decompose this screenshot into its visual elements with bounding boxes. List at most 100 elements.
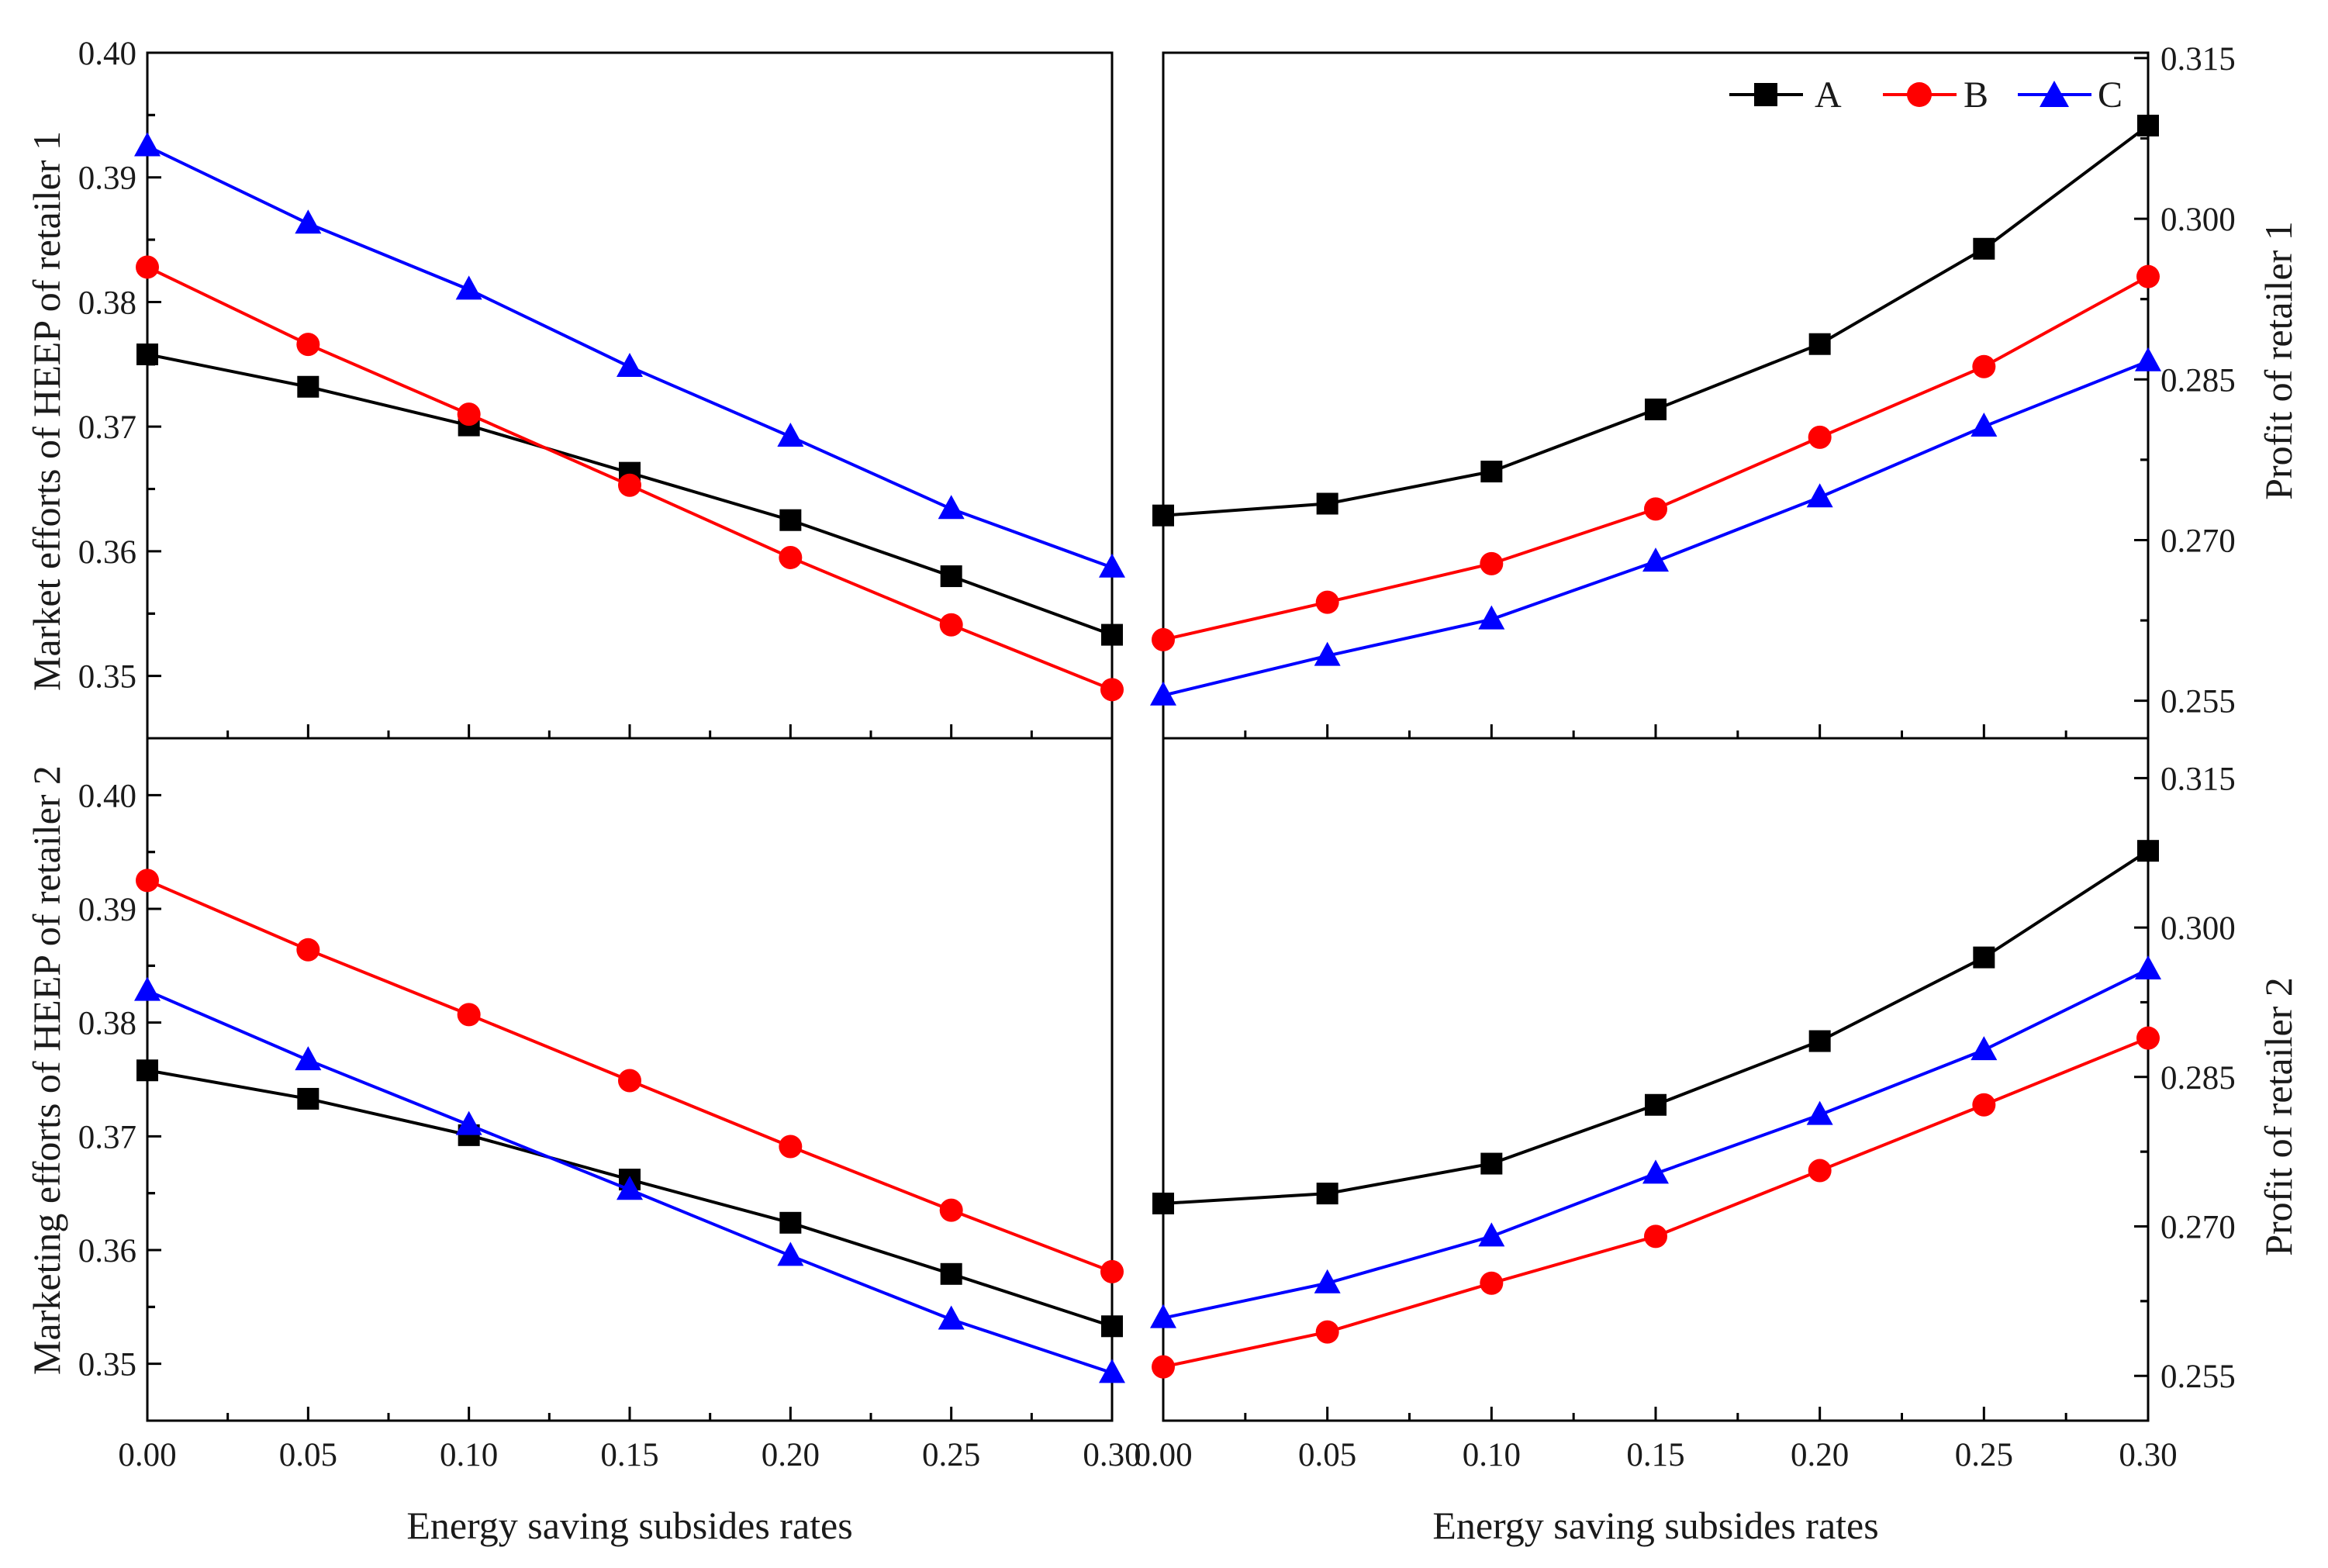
series-c-bl xyxy=(134,976,1125,1383)
data-point-b-br xyxy=(1644,1224,1667,1249)
data-point-c-tl xyxy=(1099,553,1125,578)
series-b-tr xyxy=(1152,264,2160,651)
data-point-a-br xyxy=(1316,1183,1338,1205)
x-tick-label-br: 0.15 xyxy=(1626,1437,1684,1473)
data-point-c-tr xyxy=(1806,483,1833,508)
x-axis-title-bl: Energy saving subsides rates xyxy=(406,1504,852,1547)
series-b-br xyxy=(1152,1026,2160,1379)
data-point-b-tr xyxy=(1808,425,1832,449)
y-axis-title-bl: Marketing efforts of HEEP of retailer 2 xyxy=(25,765,68,1375)
y-tick-label-tr: 0.285 xyxy=(2160,362,2236,399)
data-point-c-tr xyxy=(2135,347,2161,371)
legend-label-b: B xyxy=(1964,74,1988,116)
series-b-tl xyxy=(136,255,1124,702)
y-tick-label-bl: 0.35 xyxy=(78,1347,136,1383)
x-tick-label-br: 0.05 xyxy=(1298,1437,1356,1473)
data-point-b-tr xyxy=(1972,354,1996,378)
data-point-c-bl xyxy=(617,1176,643,1200)
data-point-b-tr xyxy=(1315,590,1339,614)
data-point-b-br xyxy=(1152,1355,1175,1379)
data-point-a-tr xyxy=(1480,461,1503,483)
y-axis-title-tr: Profit of retailer 1 xyxy=(2257,221,2300,500)
data-point-a-tl xyxy=(940,565,962,588)
x-tick-label-bl: 0.05 xyxy=(279,1437,337,1473)
data-point-c-br xyxy=(1971,1036,1998,1061)
legend-label-c: C xyxy=(2098,74,2122,116)
data-point-c-br xyxy=(1478,1222,1505,1247)
data-point-c-bl xyxy=(134,976,161,1001)
x-tick-label-br: 0.25 xyxy=(1955,1437,2013,1473)
data-point-b-tr xyxy=(1644,497,1667,521)
y-tick-label-tl: 0.40 xyxy=(78,36,136,72)
data-point-b-tr xyxy=(2136,264,2160,288)
data-point-c-br xyxy=(1806,1100,1833,1125)
data-point-b-tl xyxy=(618,473,641,497)
data-point-a-tr xyxy=(1808,333,1831,355)
panel-tl: 0.35 0.36 0.37 0.38 0.39 0.40 Market efforts o… xyxy=(25,36,1125,740)
y-tick-label-tl: 0.39 xyxy=(78,161,136,197)
data-point-b-bl xyxy=(779,1135,803,1159)
data-point-c-tr xyxy=(1478,605,1505,630)
data-point-a-tl xyxy=(297,375,319,398)
data-point-c-br xyxy=(1314,1269,1341,1293)
data-point-b-tr xyxy=(1152,627,1175,651)
data-point-a-bl xyxy=(779,1211,802,1234)
data-point-c-tl xyxy=(455,275,482,300)
series-b-bl xyxy=(136,869,1124,1283)
data-point-a-tr xyxy=(1152,504,1174,527)
legend-item-c: C xyxy=(2018,74,2122,116)
y-axis-title-tl: Market efforts of HEEP of retailer 1 xyxy=(25,131,68,691)
data-point-b-bl xyxy=(296,938,320,962)
data-point-a-br xyxy=(1152,1192,1174,1214)
data-point-c-tr xyxy=(1971,413,1998,437)
data-point-a-bl xyxy=(1101,1315,1123,1338)
x-tick-label-bl: 0.00 xyxy=(118,1437,176,1473)
data-point-b-tl xyxy=(779,545,803,569)
data-point-c-bl xyxy=(777,1242,804,1266)
data-point-b-tl xyxy=(457,402,481,427)
data-point-b-br xyxy=(2136,1026,2160,1050)
legend-marker-a xyxy=(1754,83,1777,106)
data-point-b-br xyxy=(1315,1320,1339,1344)
data-point-c-br xyxy=(1150,1304,1176,1328)
y-tick-label-br: 0.315 xyxy=(2160,761,2236,797)
series-a-tr xyxy=(1152,114,2159,527)
data-point-b-bl xyxy=(136,869,159,893)
x-tick-label-bl: 0.20 xyxy=(762,1437,820,1473)
data-point-a-br xyxy=(1808,1030,1831,1052)
data-point-a-bl xyxy=(940,1262,962,1285)
y-tick-label-bl: 0.39 xyxy=(78,892,136,928)
data-point-b-tl xyxy=(1100,678,1124,702)
data-point-c-bl xyxy=(938,1305,965,1330)
data-point-b-bl xyxy=(457,1003,481,1027)
data-point-b-tl xyxy=(296,333,320,357)
data-point-c-br xyxy=(2135,955,2161,980)
data-point-c-tl xyxy=(617,353,643,378)
series-a-tl xyxy=(136,343,1123,646)
data-point-a-bl xyxy=(136,1059,158,1082)
legend-item-b: B xyxy=(1883,74,1988,116)
x-tick-label-br: 0.10 xyxy=(1463,1437,1521,1473)
x-tick-label-br: 0.00 xyxy=(1134,1437,1192,1473)
y-tick-label-bl: 0.38 xyxy=(78,1006,136,1042)
data-point-a-tr xyxy=(2137,114,2159,136)
data-point-c-tl xyxy=(295,209,322,234)
x-axis-title-br: Energy saving subsides rates xyxy=(1432,1504,1878,1547)
data-point-c-bl xyxy=(1099,1359,1125,1383)
data-point-c-tr xyxy=(1314,641,1341,666)
data-point-c-tl xyxy=(938,495,965,520)
data-point-b-br xyxy=(1808,1159,1832,1183)
y-tick-label-bl: 0.37 xyxy=(78,1119,136,1155)
data-point-c-tl xyxy=(777,423,804,447)
data-point-a-br xyxy=(1973,946,1995,969)
y-tick-label-tl: 0.37 xyxy=(78,409,136,446)
panel-bl: 0.35 0.36 0.37 0.38 0.39 0.40 0.00 0.05 0.10 0.15… xyxy=(25,737,1142,1547)
legend-item-a: A xyxy=(1729,74,1842,116)
legend-marker-c xyxy=(2040,81,2069,107)
data-point-c-tr xyxy=(1150,681,1176,706)
data-point-c-bl xyxy=(455,1110,482,1135)
y-tick-label-br: 0.270 xyxy=(2160,1209,2236,1245)
data-point-b-bl xyxy=(939,1198,963,1222)
data-point-a-tl xyxy=(136,343,158,365)
data-point-b-tl xyxy=(136,255,159,279)
